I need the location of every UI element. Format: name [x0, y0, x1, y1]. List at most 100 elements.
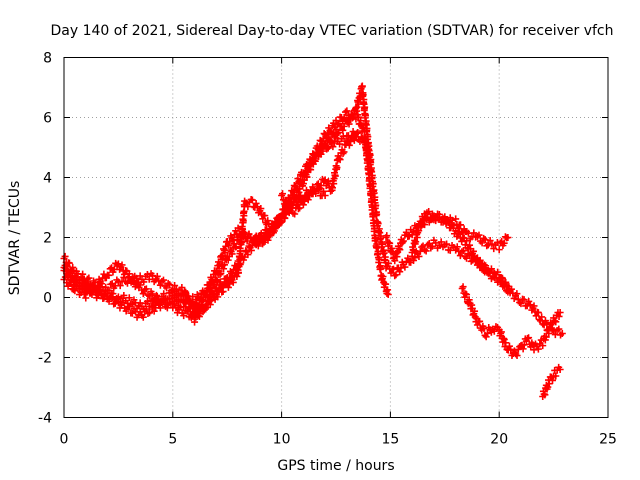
data-point: [453, 243, 461, 251]
data-point: [193, 291, 201, 299]
data-point: [139, 313, 147, 321]
data-point: [549, 376, 557, 384]
data-point: [292, 185, 300, 193]
data-point: [291, 210, 299, 218]
data-point: [100, 270, 108, 278]
data-point: [377, 232, 385, 240]
data-point: [443, 240, 451, 248]
data-point: [412, 238, 420, 246]
data-point: [125, 270, 133, 278]
data-point: [303, 173, 311, 181]
data-point: [299, 180, 307, 188]
data-point: [551, 317, 559, 325]
data-point: [220, 265, 228, 273]
data-point: [140, 278, 148, 286]
axes: 0 5 10 15 20 25 -4 -2 0 2 4 6 8: [38, 51, 617, 448]
data-point: [396, 268, 404, 276]
data-point: [482, 333, 490, 341]
data-point: [428, 242, 436, 250]
data-point: [67, 269, 75, 277]
data-point: [382, 280, 390, 288]
data-point: [331, 172, 339, 180]
data-point: [335, 154, 343, 162]
data-point: [328, 184, 336, 192]
data-point: [189, 309, 197, 317]
data-point: [391, 272, 399, 280]
data-point: [145, 309, 153, 317]
data-point: [352, 130, 360, 138]
data-point: [534, 309, 542, 317]
data-point: [301, 197, 309, 205]
data-point: [163, 301, 171, 309]
data-point: [181, 299, 189, 307]
data-point: [191, 318, 199, 326]
data-point: [296, 204, 304, 212]
data-point: [180, 312, 188, 320]
data-point: [501, 280, 509, 288]
y-tick-label: 4: [43, 171, 52, 187]
data-point: [476, 317, 484, 325]
data-point: [545, 329, 553, 337]
data-point: [143, 270, 151, 278]
data-point: [373, 210, 381, 218]
data-point: [145, 275, 153, 283]
data-point: [350, 136, 358, 144]
data-point: [122, 307, 130, 315]
data-point: [490, 245, 498, 253]
data-point: [348, 114, 356, 122]
chart-title: Day 140 of 2021, Sidereal Day-to-day VTE…: [50, 23, 613, 39]
data-point: [415, 227, 423, 235]
data-point: [312, 187, 320, 195]
series-sat-e: [278, 129, 375, 218]
data-point: [452, 215, 460, 223]
data-point: [368, 171, 376, 179]
data-point: [396, 246, 404, 254]
data-point: [156, 304, 164, 312]
data-point: [541, 391, 549, 399]
data-point: [392, 271, 400, 279]
data-point: [174, 302, 182, 310]
data-point: [463, 237, 471, 245]
data-point: [402, 228, 410, 236]
data-point: [224, 256, 232, 264]
data-point: [483, 329, 491, 337]
data-point: [182, 300, 190, 308]
data-point: [495, 246, 503, 254]
data-point: [517, 300, 525, 308]
data-series: [60, 82, 566, 400]
data-point: [490, 327, 498, 335]
data-point: [97, 280, 105, 288]
data-point: [534, 345, 542, 353]
data-point: [260, 232, 268, 240]
data-point: [361, 103, 369, 111]
data-point: [486, 237, 494, 245]
data-point: [555, 312, 563, 320]
data-point: [340, 122, 348, 130]
data-point: [513, 290, 521, 298]
data-point: [494, 278, 502, 286]
data-point: [333, 164, 341, 172]
y-tick-label: 8: [43, 51, 52, 67]
data-point: [556, 309, 564, 316]
data-point: [64, 273, 72, 281]
data-point: [401, 263, 409, 271]
data-point: [547, 324, 555, 332]
data-point: [374, 220, 382, 228]
data-point: [125, 294, 133, 302]
data-point: [105, 297, 113, 305]
data-point: [224, 241, 232, 249]
data-point: [469, 247, 477, 255]
data-point: [538, 313, 546, 321]
data-point: [372, 201, 380, 209]
data-point: [379, 273, 387, 281]
data-point: [119, 299, 127, 307]
data-point: [324, 144, 332, 152]
data-point: [308, 159, 316, 167]
data-point: [386, 239, 394, 247]
data-point: [349, 113, 357, 121]
data-point: [178, 290, 186, 298]
data-point: [216, 278, 224, 286]
data-point: [505, 342, 513, 350]
data-point: [228, 250, 236, 258]
data-point: [420, 216, 428, 224]
